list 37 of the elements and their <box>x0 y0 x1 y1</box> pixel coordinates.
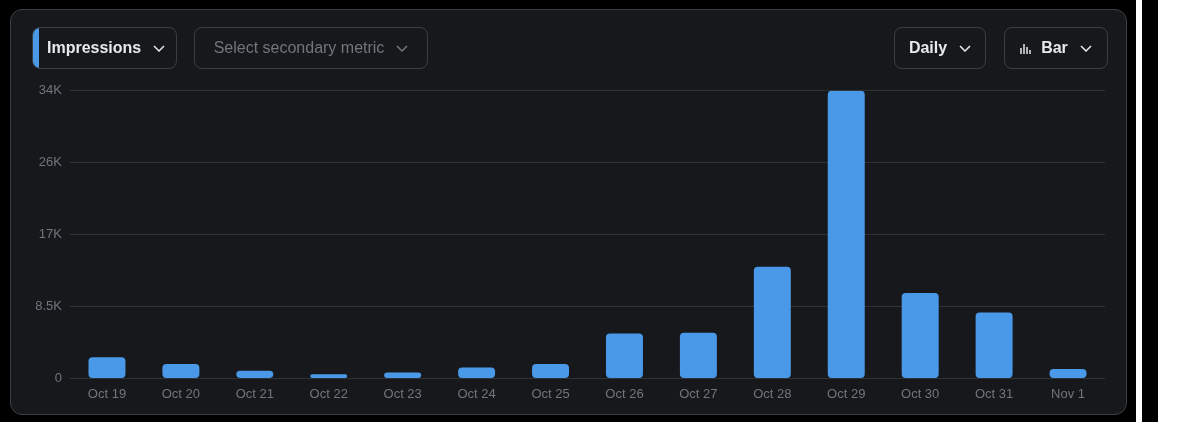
x-tick-label: Oct 26 <box>605 385 644 401</box>
bar <box>236 370 274 378</box>
bar <box>310 374 348 378</box>
bar <box>88 357 126 378</box>
x-tick-label: Oct 24 <box>457 385 496 401</box>
x-tick-label: Oct 29 <box>827 385 866 401</box>
bar <box>827 90 865 378</box>
y-tick-label: 0 <box>54 369 62 385</box>
y-tick-label: 26K <box>38 154 63 170</box>
bar <box>162 364 200 378</box>
bar <box>605 333 643 378</box>
y-tick-label: 34K <box>38 82 63 98</box>
x-tick-label: Oct 27 <box>679 385 718 401</box>
x-tick-label: Oct 20 <box>161 385 201 401</box>
text: Daily <box>908 39 948 57</box>
bar <box>458 367 496 378</box>
y-tick-label: 17K <box>38 226 63 242</box>
x-tick-label: Oct 19 <box>87 385 127 401</box>
text: Impressions <box>47 39 142 57</box>
bar <box>901 292 939 378</box>
x-tick-label: Nov 1 <box>1051 385 1086 401</box>
y-tick-label: 8.5K <box>35 298 63 314</box>
text: Select secondary metric <box>213 39 385 57</box>
x-tick-label: Oct 31 <box>974 385 1014 401</box>
x-tick-label: Oct 30 <box>901 385 940 401</box>
bar <box>384 372 422 378</box>
bar <box>1049 369 1087 378</box>
bar <box>975 312 1013 378</box>
x-tick-label: Oct 28 <box>753 385 792 401</box>
text: Bar <box>1041 39 1068 57</box>
x-tick-label: Oct 21 <box>235 385 274 401</box>
bar <box>679 332 717 378</box>
x-tick-label: Oct 22 <box>309 385 348 401</box>
bar <box>532 364 570 378</box>
bar <box>753 266 791 378</box>
x-tick-label: Oct 25 <box>531 385 570 401</box>
x-tick-label: Oct 23 <box>383 385 422 401</box>
